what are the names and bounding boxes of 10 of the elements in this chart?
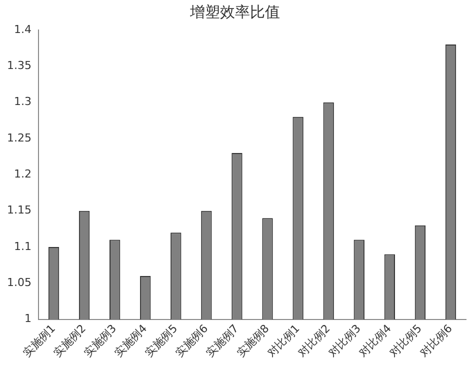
y-tick-label: 1.35 bbox=[6, 59, 32, 72]
y-tick-label: 1.4 bbox=[14, 22, 32, 36]
y-tick-label: 1.15 bbox=[6, 204, 32, 217]
y-tick-label: 1 bbox=[24, 312, 32, 326]
y-tick-label: 1.05 bbox=[6, 276, 32, 290]
y-tick-label: 1.2 bbox=[14, 168, 32, 181]
y-tick-label: 1.25 bbox=[6, 131, 32, 144]
y-tick-label: 1.1 bbox=[14, 240, 32, 253]
y-tick-label: 1.3 bbox=[14, 95, 32, 108]
chart-title: 增塑效率比值 bbox=[189, 2, 280, 21]
